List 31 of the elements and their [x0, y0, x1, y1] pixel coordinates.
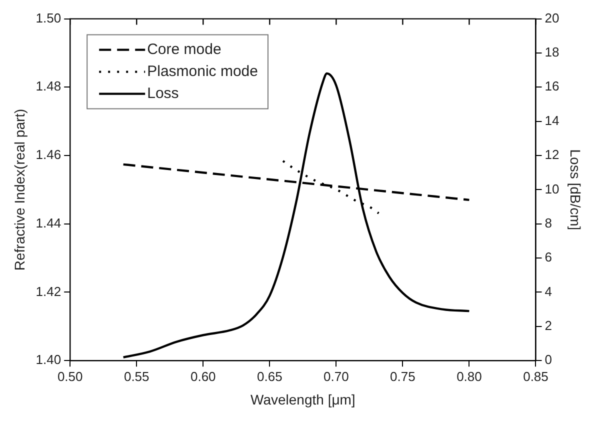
legend-label: Core mode	[147, 40, 222, 58]
x-tick-label: 0.85	[523, 368, 548, 384]
y2-tick-label: 0	[544, 352, 552, 368]
x-tick-label: 0.60	[190, 368, 216, 384]
y2-tick-label: 10	[544, 181, 560, 196]
legend-label: Plasmonic mode	[147, 62, 258, 80]
y-tick-label: 1.44	[36, 215, 62, 230]
x-tick-label: 0.50	[57, 368, 83, 384]
y-tick-label: 1.50	[36, 10, 62, 26]
y-axis-title: Refractive Index(real part)	[11, 108, 28, 271]
x-tick-label: 0.65	[257, 368, 282, 384]
y2-axis-title: Loss [dB/cm]	[568, 149, 584, 230]
x-tick-label: 0.55	[124, 368, 150, 384]
x-tick-label: 0.70	[324, 368, 349, 384]
y2-tick-label: 6	[544, 250, 552, 265]
y2-tick-label: 12	[544, 147, 560, 162]
y-tick-label: 1.42	[36, 284, 62, 299]
y2-tick-label: 2	[544, 318, 552, 333]
x-tick-label: 0.80	[456, 368, 482, 384]
y2-tick-label: 18	[544, 44, 560, 60]
y2-tick-label: 8	[544, 215, 552, 230]
y2-tick-label: 16	[544, 78, 560, 94]
x-axis-title: Wavelength [μm]	[250, 391, 356, 408]
y2-tick-label: 4	[544, 284, 552, 299]
y-tick-label: 1.40	[36, 352, 62, 368]
legend-label: Loss	[147, 84, 179, 102]
x-tick-label: 0.75	[390, 368, 416, 384]
y2-tick-label: 14	[544, 112, 560, 128]
y-tick-label: 1.46	[36, 147, 62, 162]
y-tick-label: 1.48	[36, 78, 62, 94]
y2-tick-label: 20	[544, 10, 560, 26]
